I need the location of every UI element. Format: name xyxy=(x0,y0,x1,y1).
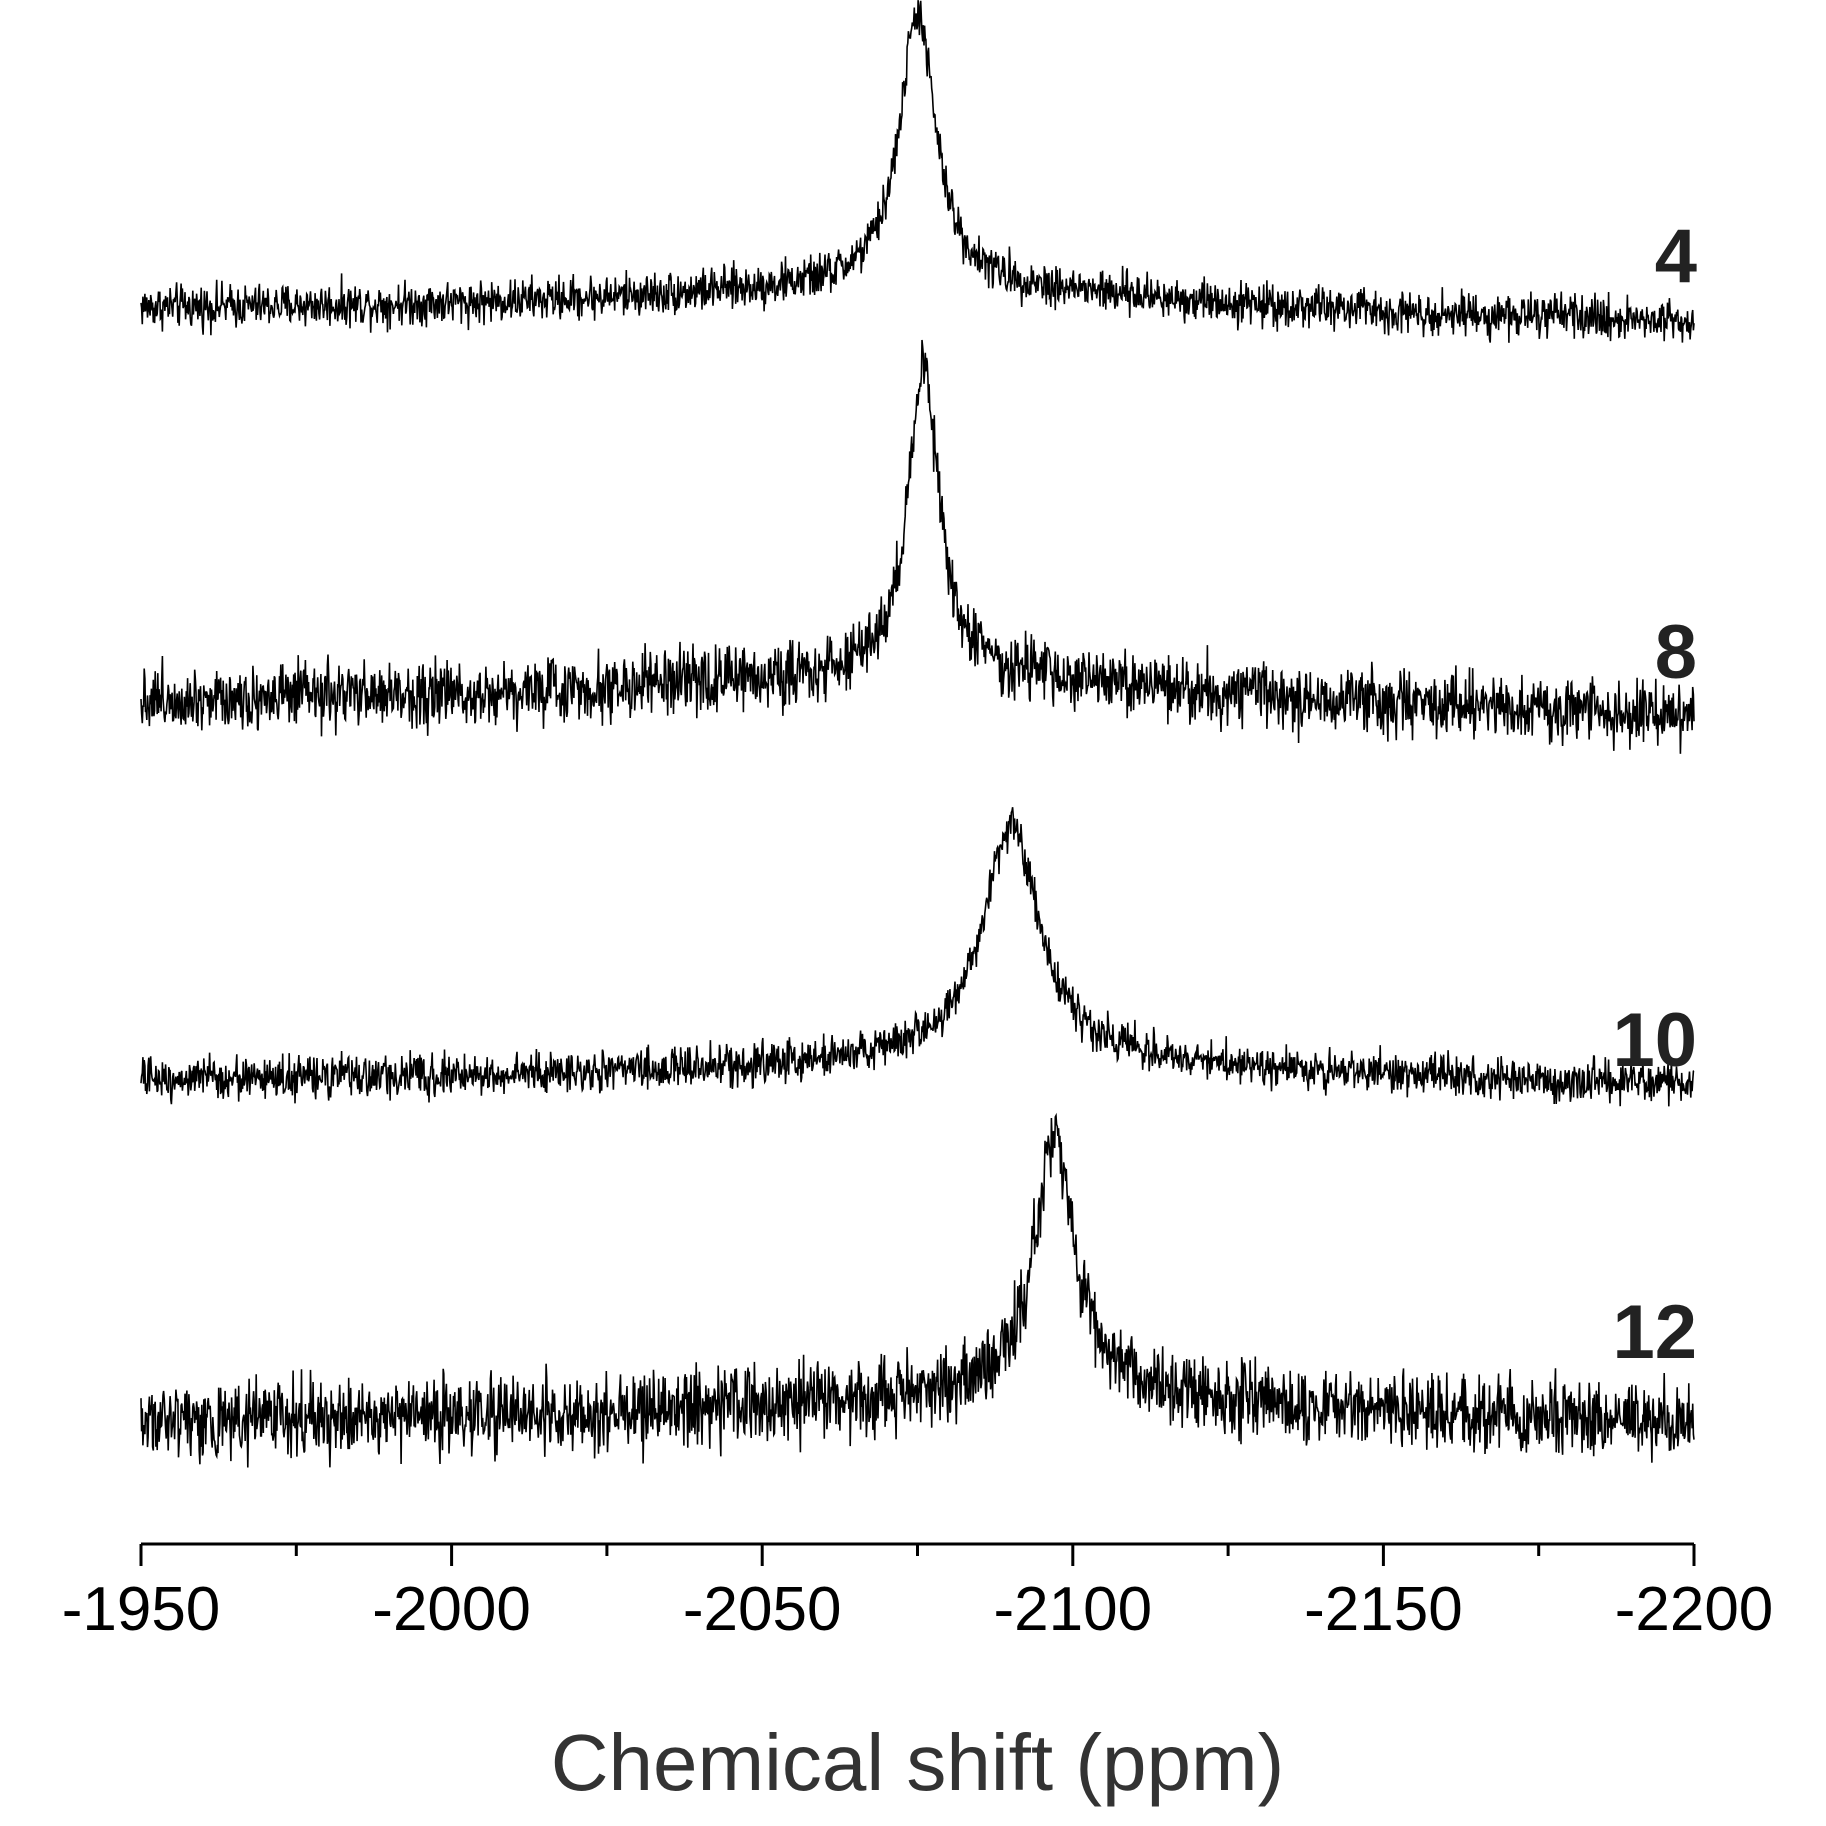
spectra-traces xyxy=(140,0,1695,1468)
x-tick-label: -1950 xyxy=(62,1575,221,1644)
series-line-12 xyxy=(140,1112,1695,1468)
series-label-12: 12 xyxy=(1612,1290,1697,1375)
x-axis-ticks: -1950 -2000 -2050 -2100 -2150 -2200 xyxy=(62,1544,1774,1644)
series-label-8: 8 xyxy=(1655,610,1697,695)
x-tick-label: -2200 xyxy=(1615,1575,1774,1644)
series-line-4 xyxy=(140,0,1695,343)
x-tick-label: -2100 xyxy=(994,1575,1153,1644)
series-line-8 xyxy=(140,339,1695,754)
series-label-4: 4 xyxy=(1655,214,1697,299)
x-tick-label: -2000 xyxy=(372,1575,531,1644)
series-line-10 xyxy=(140,807,1695,1107)
x-tick-label: -2050 xyxy=(683,1575,842,1644)
x-axis-title: Chemical shift (ppm) xyxy=(551,1718,1285,1807)
x-axis: -1950 -2000 -2050 -2100 -2150 -2200 xyxy=(62,1542,1774,1644)
series-labels: 4 8 10 12 xyxy=(1612,214,1697,1375)
x-tick-label: -2150 xyxy=(1304,1575,1463,1644)
series-label-10: 10 xyxy=(1612,998,1697,1083)
